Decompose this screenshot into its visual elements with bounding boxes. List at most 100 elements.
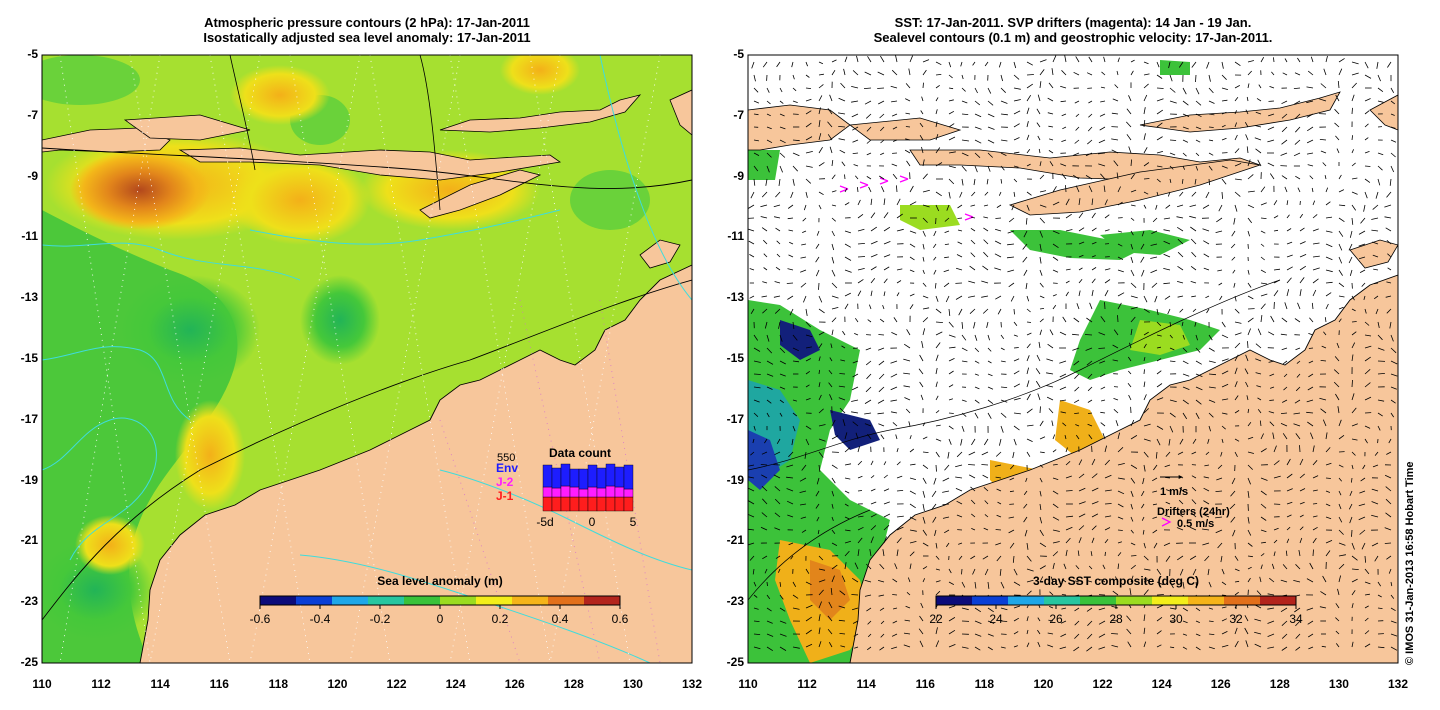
velocity-vector bbox=[1169, 178, 1172, 183]
velocity-vector bbox=[1306, 399, 1314, 403]
velocity-vector bbox=[1268, 360, 1275, 363]
velocity-vector bbox=[801, 529, 807, 533]
velocity-vector bbox=[1325, 187, 1329, 193]
velocity-vector bbox=[1039, 269, 1043, 276]
velocity-vector bbox=[831, 575, 835, 583]
velocity-vector bbox=[896, 515, 904, 518]
velocity-vector bbox=[1075, 565, 1080, 570]
velocity-vector bbox=[1177, 265, 1184, 271]
velocity-vector bbox=[1025, 282, 1028, 290]
velocity-vector bbox=[1087, 423, 1093, 427]
velocity-vector bbox=[818, 204, 822, 210]
velocity-vector bbox=[1245, 134, 1249, 141]
velocity-vector bbox=[1039, 542, 1047, 548]
velocity-vector bbox=[1324, 175, 1327, 180]
velocity-vector bbox=[1182, 347, 1188, 353]
longitude-label: 120 bbox=[1033, 677, 1054, 691]
velocity-vector bbox=[779, 87, 783, 93]
velocity-vector bbox=[1000, 620, 1008, 622]
velocity-vector bbox=[1130, 419, 1135, 427]
velocity-vector bbox=[766, 594, 771, 600]
velocity-vector bbox=[844, 174, 846, 180]
velocity-vector bbox=[1195, 620, 1200, 623]
velocity-vector bbox=[763, 253, 768, 258]
velocity-vector bbox=[1294, 318, 1301, 323]
velocity-vector bbox=[1100, 316, 1106, 323]
velocity-vector bbox=[760, 526, 768, 531]
velocity-vector bbox=[1221, 370, 1229, 375]
velocity-vector bbox=[1386, 191, 1392, 198]
velocity-vector bbox=[1234, 451, 1238, 457]
velocity-vector bbox=[802, 230, 807, 233]
velocity-vector bbox=[1281, 100, 1288, 105]
velocity-vector bbox=[844, 56, 848, 63]
velocity-vector bbox=[1048, 138, 1054, 141]
velocity-vector bbox=[974, 347, 980, 353]
velocity-vector bbox=[1322, 575, 1327, 583]
velocity-vector bbox=[1130, 516, 1134, 522]
velocity-vector bbox=[1208, 113, 1215, 116]
velocity-vector bbox=[818, 438, 826, 442]
velocity-vector bbox=[805, 165, 813, 168]
velocity-vector bbox=[866, 563, 872, 570]
velocity-vector bbox=[1247, 295, 1254, 300]
velocity-vector bbox=[1364, 151, 1370, 154]
velocity-vector bbox=[1271, 563, 1275, 570]
velocity-vector bbox=[1296, 373, 1301, 378]
velocity-vector bbox=[1273, 279, 1280, 284]
velocity-vector bbox=[948, 151, 956, 154]
velocity-vector bbox=[1351, 177, 1358, 180]
velocity-vector bbox=[1000, 178, 1003, 184]
velocity-vector bbox=[762, 308, 768, 314]
velocity-vector bbox=[1386, 451, 1392, 455]
velocity-vector bbox=[1233, 217, 1236, 225]
velocity-vector bbox=[896, 280, 902, 284]
velocity-vector bbox=[935, 84, 940, 89]
velocity-vector bbox=[1036, 122, 1041, 128]
velocity-vector bbox=[818, 382, 821, 388]
velocity-vector bbox=[1189, 215, 1197, 219]
velocity-vector bbox=[1143, 133, 1146, 141]
velocity-vector bbox=[1308, 347, 1314, 349]
velocity-vector bbox=[998, 191, 1002, 196]
velocity-vector bbox=[987, 373, 993, 377]
velocity-vector bbox=[1182, 126, 1189, 130]
velocity-vector bbox=[890, 373, 898, 378]
velocity-vector bbox=[1390, 334, 1394, 342]
velocity-vector bbox=[1013, 321, 1018, 326]
velocity-vector bbox=[999, 568, 1002, 576]
velocity-vector bbox=[1046, 372, 1054, 375]
velocity-vector bbox=[1112, 98, 1119, 102]
velocity-vector bbox=[883, 461, 887, 466]
velocity-vector bbox=[1364, 345, 1372, 349]
velocity-vector bbox=[787, 514, 794, 518]
velocity-vector bbox=[896, 228, 904, 232]
velocity-vector bbox=[792, 646, 800, 649]
velocity-vector bbox=[749, 254, 755, 258]
velocity-vector bbox=[1065, 549, 1068, 557]
latitude-label: -11 bbox=[21, 229, 38, 244]
velocity-vector bbox=[1390, 87, 1395, 93]
velocity-vector bbox=[749, 295, 755, 299]
velocity-vector bbox=[1059, 386, 1067, 390]
velocity-vector bbox=[827, 615, 833, 622]
velocity-vector bbox=[1000, 347, 1005, 351]
velocity-vector bbox=[1286, 241, 1293, 245]
colorbar-tick-label: 24 bbox=[989, 612, 1003, 626]
velocity-vector bbox=[1143, 94, 1148, 102]
velocity-vector bbox=[1351, 162, 1356, 167]
velocity-vector bbox=[1156, 425, 1164, 430]
velocity-vector bbox=[787, 217, 794, 220]
velocity-vector bbox=[1286, 488, 1293, 492]
velocity-vector bbox=[1247, 60, 1254, 63]
velocity-vector bbox=[1013, 397, 1021, 401]
velocity-vector bbox=[1390, 113, 1395, 116]
velocity-vector bbox=[1026, 629, 1029, 635]
velocity-vector bbox=[865, 113, 872, 119]
colorbar-tick-label: 0.2 bbox=[492, 612, 509, 626]
velocity-vector bbox=[986, 321, 989, 328]
longitude-label: 128 bbox=[563, 677, 584, 691]
data-count-bar bbox=[614, 466, 625, 488]
velocity-vector bbox=[948, 398, 954, 401]
velocity-vector bbox=[753, 139, 759, 142]
